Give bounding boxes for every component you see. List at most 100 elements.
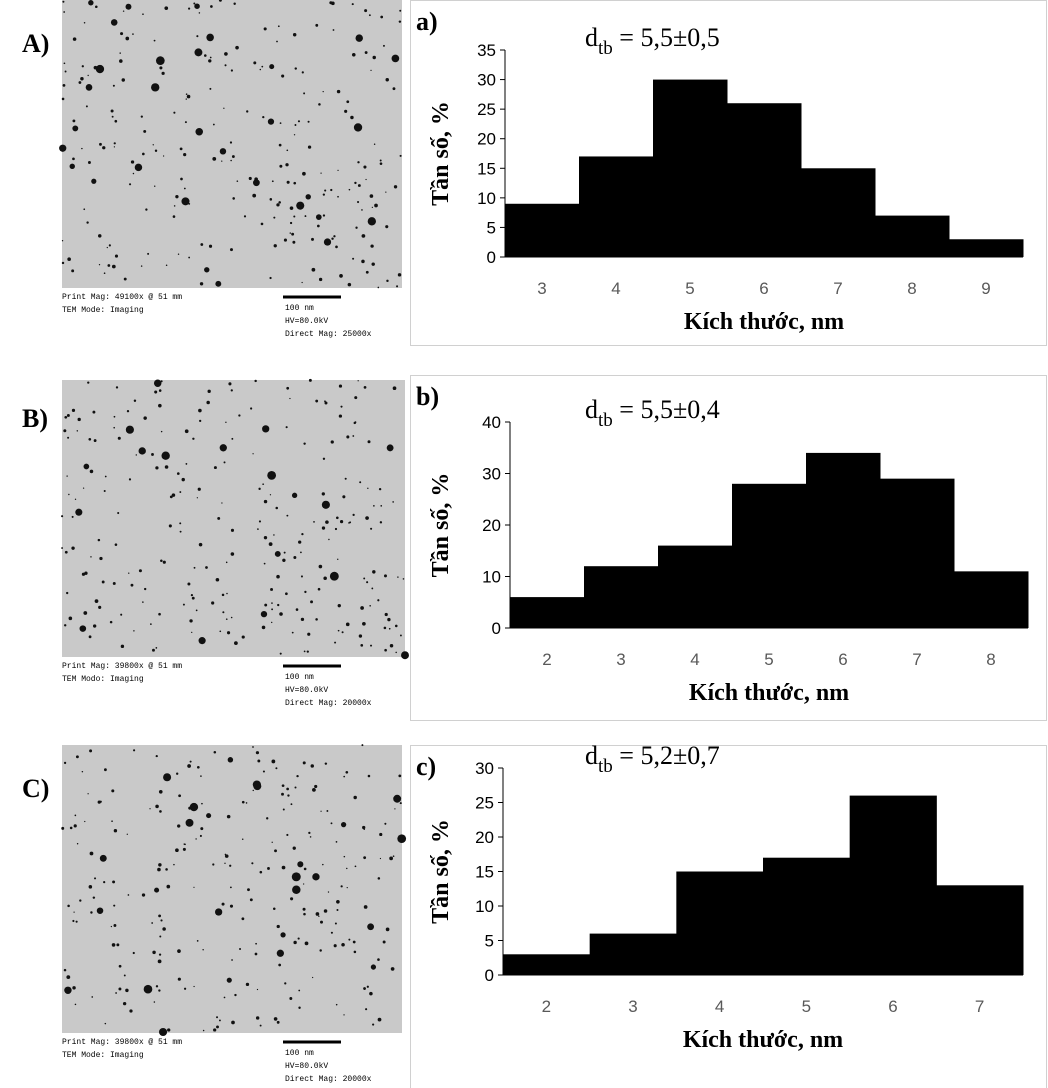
particle xyxy=(260,610,268,618)
particle xyxy=(256,988,259,991)
particle xyxy=(296,201,305,210)
particle xyxy=(164,465,169,469)
particle xyxy=(159,810,162,813)
particle xyxy=(193,566,196,569)
particle xyxy=(71,546,75,550)
particle xyxy=(151,453,154,456)
particle xyxy=(365,270,369,274)
y-tick-label: 25 xyxy=(477,100,496,119)
particle xyxy=(255,1016,260,1020)
particle xyxy=(285,163,289,167)
particle xyxy=(281,792,284,796)
particle xyxy=(216,1016,219,1019)
particle xyxy=(372,55,376,60)
particle xyxy=(377,877,381,880)
particle xyxy=(353,123,363,132)
particle xyxy=(307,145,312,149)
particle xyxy=(324,189,327,192)
particle xyxy=(322,863,324,866)
particle xyxy=(246,110,249,113)
particle xyxy=(320,810,322,812)
particle xyxy=(218,0,222,2)
x-tick-label: 7 xyxy=(833,279,842,298)
x-tick-label: 4 xyxy=(611,279,620,298)
tem-hv: HV=80.0kV xyxy=(285,1062,328,1071)
particle xyxy=(360,643,364,647)
particle xyxy=(95,64,105,74)
particle xyxy=(250,407,253,410)
bar xyxy=(880,478,955,628)
particle xyxy=(122,1001,127,1006)
particle xyxy=(361,209,363,211)
particle xyxy=(274,551,281,557)
y-tick-label: 30 xyxy=(475,759,494,778)
particle xyxy=(87,74,89,77)
particle xyxy=(162,155,165,157)
particle xyxy=(369,194,374,198)
particle xyxy=(98,234,102,238)
particle xyxy=(290,897,294,901)
y-tick-label: 40 xyxy=(482,413,501,432)
particle xyxy=(130,583,134,587)
particle xyxy=(112,84,115,87)
particle xyxy=(379,162,383,166)
particle xyxy=(230,528,235,532)
particle xyxy=(266,817,269,820)
particle xyxy=(385,225,389,229)
particle xyxy=(297,120,301,123)
particle xyxy=(225,618,228,620)
particle xyxy=(245,802,248,804)
particle xyxy=(111,264,116,269)
particle xyxy=(363,905,368,909)
particle xyxy=(336,899,340,904)
particle xyxy=(392,87,396,91)
tem-image xyxy=(62,745,402,1033)
y-tick-label: 15 xyxy=(475,863,494,882)
particle xyxy=(269,276,272,280)
particle xyxy=(183,152,187,157)
particle xyxy=(353,795,357,800)
panel-label: C) xyxy=(22,774,49,803)
particle xyxy=(364,51,368,54)
particle xyxy=(251,862,254,865)
particle xyxy=(308,831,311,835)
particle xyxy=(226,814,231,819)
particle xyxy=(196,765,200,769)
particle xyxy=(337,603,341,608)
particle xyxy=(276,924,280,929)
particle xyxy=(396,285,399,288)
particle xyxy=(260,222,264,226)
particle xyxy=(64,415,68,419)
particle xyxy=(248,176,252,181)
particle xyxy=(281,74,285,78)
tem-hv: HV=80.0kV xyxy=(285,317,328,326)
annotation-rest: = 5,5±0,4 xyxy=(613,395,720,424)
particle xyxy=(363,987,366,990)
particle xyxy=(267,118,275,125)
particle xyxy=(263,27,267,31)
particle xyxy=(301,71,304,74)
y-axis-label: Tần số, % xyxy=(428,101,454,206)
particle xyxy=(61,97,65,101)
particle xyxy=(258,520,262,523)
panel-label: A) xyxy=(22,29,49,58)
particle xyxy=(320,172,322,174)
particle xyxy=(98,264,101,266)
particle xyxy=(179,530,182,533)
particle xyxy=(348,188,351,191)
particle xyxy=(85,84,93,91)
particle xyxy=(291,492,298,498)
particle xyxy=(357,380,359,382)
particle xyxy=(339,274,343,278)
particle xyxy=(158,389,162,392)
particle xyxy=(184,121,187,124)
particle xyxy=(384,612,388,617)
particle xyxy=(315,399,319,403)
particle xyxy=(183,987,187,990)
particle xyxy=(71,515,74,518)
particle xyxy=(206,33,214,42)
particle xyxy=(298,1006,301,1009)
particle xyxy=(275,767,278,770)
particle xyxy=(177,253,180,255)
particle xyxy=(393,794,402,803)
